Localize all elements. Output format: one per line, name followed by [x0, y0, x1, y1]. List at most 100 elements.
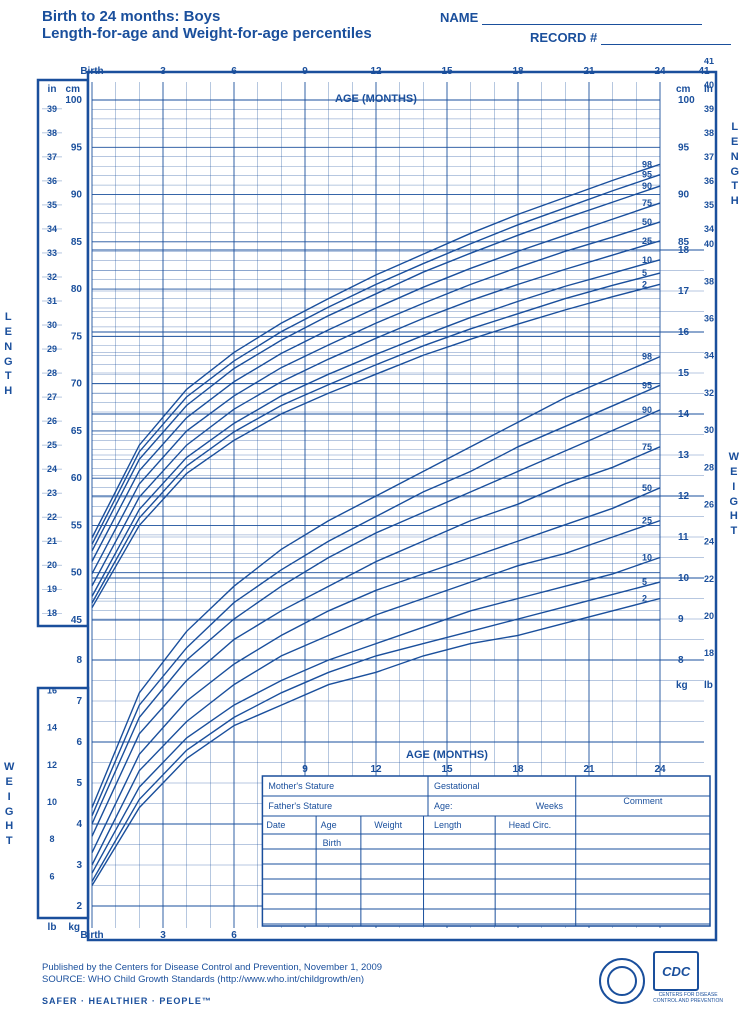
svg-text:10: 10 — [678, 573, 690, 584]
svg-text:in: in — [704, 84, 713, 95]
svg-text:50: 50 — [71, 568, 83, 579]
length-label-left: LENGTH — [4, 310, 13, 399]
svg-text:16: 16 — [47, 685, 57, 695]
svg-text:25: 25 — [642, 516, 652, 526]
svg-text:36: 36 — [704, 313, 714, 323]
svg-text:18: 18 — [704, 648, 714, 658]
name-input-line[interactable] — [482, 13, 702, 25]
svg-text:Birth: Birth — [323, 838, 342, 848]
svg-text:24: 24 — [654, 66, 666, 77]
svg-text:18: 18 — [512, 764, 524, 775]
svg-text:lb: lb — [704, 680, 713, 691]
svg-text:37: 37 — [704, 152, 714, 162]
svg-text:12: 12 — [678, 491, 690, 502]
svg-text:14: 14 — [47, 723, 57, 733]
svg-text:55: 55 — [71, 520, 83, 531]
svg-text:3: 3 — [76, 860, 82, 871]
weight-label-left: WEIGHT — [4, 760, 14, 849]
svg-text:38: 38 — [704, 276, 714, 286]
record-input-line[interactable] — [601, 33, 731, 45]
svg-text:Weight: Weight — [374, 820, 402, 830]
tagline: SAFER · HEALTHIER · PEOPLE™ — [42, 996, 212, 1006]
svg-text:18: 18 — [512, 66, 524, 77]
svg-text:50: 50 — [642, 217, 652, 227]
svg-text:AGE (MONTHS): AGE (MONTHS) — [406, 749, 488, 761]
svg-text:7: 7 — [76, 696, 82, 707]
svg-text:25: 25 — [642, 236, 652, 246]
svg-text:2: 2 — [642, 594, 647, 604]
hhs-seal-icon — [599, 958, 645, 1004]
chart-svg: Birth369121518212441AGE (MONTHS)45505560… — [22, 58, 722, 963]
svg-text:90: 90 — [642, 181, 652, 191]
svg-text:30: 30 — [704, 425, 714, 435]
svg-text:Age:: Age: — [434, 801, 453, 811]
svg-text:65: 65 — [71, 426, 83, 437]
svg-text:6: 6 — [231, 66, 237, 77]
svg-text:95: 95 — [642, 170, 652, 180]
svg-text:12: 12 — [47, 760, 57, 770]
logo-area: CDC CENTERS FOR DISEASECONTROL AND PREVE… — [599, 951, 723, 1004]
svg-text:24: 24 — [704, 537, 714, 547]
svg-text:90: 90 — [678, 190, 690, 201]
svg-text:kg: kg — [68, 922, 80, 933]
svg-text:14: 14 — [678, 409, 690, 420]
svg-text:100: 100 — [65, 95, 82, 106]
svg-text:Comment: Comment — [623, 796, 663, 806]
svg-text:8: 8 — [49, 834, 54, 844]
svg-text:9: 9 — [678, 614, 684, 625]
svg-text:95: 95 — [678, 142, 690, 153]
length-label-right: LENGTH — [730, 120, 739, 209]
svg-text:38: 38 — [704, 128, 714, 138]
svg-text:18: 18 — [678, 245, 690, 256]
svg-text:9: 9 — [302, 764, 308, 775]
svg-text:AGE (MONTHS): AGE (MONTHS) — [335, 93, 417, 105]
svg-text:60: 60 — [71, 473, 83, 484]
svg-text:41: 41 — [698, 66, 710, 77]
svg-text:2: 2 — [76, 901, 82, 912]
cdc-logo-icon: CDC — [653, 951, 699, 991]
title-line2: Length-for-age and Weight-for-age percen… — [42, 25, 372, 42]
svg-text:3: 3 — [160, 930, 166, 941]
svg-text:32: 32 — [704, 388, 714, 398]
svg-text:28: 28 — [704, 462, 714, 472]
svg-text:45: 45 — [71, 615, 83, 626]
svg-text:kg: kg — [676, 680, 688, 691]
svg-text:75: 75 — [642, 198, 652, 208]
svg-text:50: 50 — [642, 483, 652, 493]
svg-text:Father's Stature: Father's Stature — [268, 801, 332, 811]
svg-text:5: 5 — [642, 577, 647, 587]
weight-label-right: WEIGHT — [729, 450, 739, 539]
svg-text:3: 3 — [160, 66, 166, 77]
footer-text: Published by the Centers for Disease Con… — [42, 962, 382, 986]
svg-text:70: 70 — [71, 379, 83, 390]
svg-text:21: 21 — [583, 764, 595, 775]
svg-text:6: 6 — [49, 871, 54, 881]
svg-text:Length: Length — [434, 820, 462, 830]
svg-text:Date: Date — [266, 820, 285, 830]
svg-text:22: 22 — [704, 574, 714, 584]
svg-text:34: 34 — [704, 351, 714, 361]
growth-chart: Birth369121518212441AGE (MONTHS)45505560… — [22, 58, 722, 968]
svg-text:41: 41 — [704, 58, 714, 66]
svg-text:35: 35 — [704, 200, 714, 210]
svg-text:10: 10 — [642, 255, 652, 265]
svg-text:Head Circ.: Head Circ. — [509, 820, 552, 830]
svg-text:15: 15 — [678, 368, 690, 379]
cdc-logo-sub: CENTERS FOR DISEASECONTROL AND PREVENTIO… — [653, 992, 723, 1004]
svg-text:6: 6 — [76, 737, 82, 748]
svg-text:98: 98 — [642, 159, 652, 169]
svg-text:17: 17 — [678, 286, 690, 297]
svg-text:20: 20 — [704, 611, 714, 621]
svg-text:Birth: Birth — [80, 66, 103, 77]
svg-text:36: 36 — [704, 176, 714, 186]
svg-text:5: 5 — [642, 268, 647, 278]
svg-text:75: 75 — [71, 331, 83, 342]
svg-text:9: 9 — [302, 66, 308, 77]
svg-text:10: 10 — [47, 797, 57, 807]
svg-text:95: 95 — [71, 142, 83, 153]
svg-text:10: 10 — [642, 553, 652, 563]
svg-text:39: 39 — [704, 104, 714, 114]
svg-text:26: 26 — [704, 499, 714, 509]
svg-text:16: 16 — [678, 327, 690, 338]
svg-text:Age: Age — [321, 820, 337, 830]
